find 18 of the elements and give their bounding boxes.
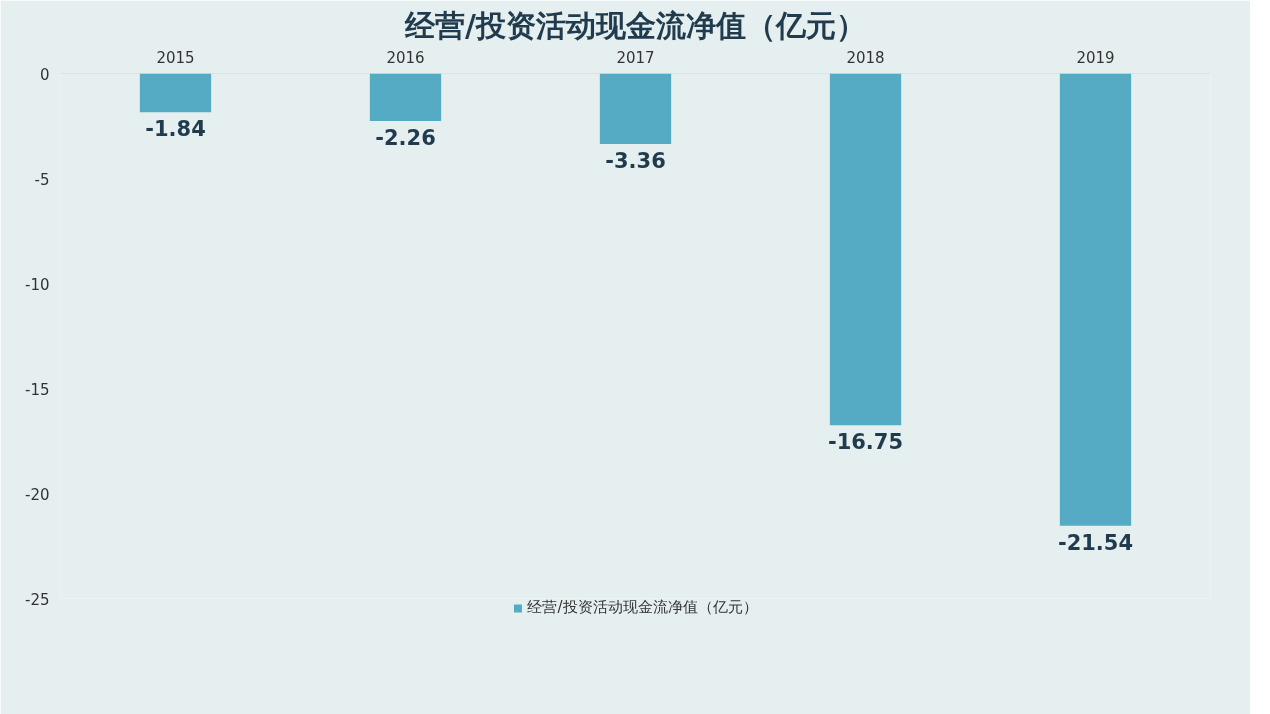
y-tick-label: -25 <box>25 590 50 609</box>
x-tick-label: 2016 <box>386 48 425 67</box>
y-tick-label: -20 <box>25 485 50 504</box>
legend-label: 经营/投资活动现金流净值（亿元） <box>527 598 758 617</box>
data-label: -3.36 <box>605 149 666 174</box>
chart-title: 经营/投资活动现金流净值（亿元） <box>404 7 866 43</box>
data-label: -21.54 <box>1057 530 1134 555</box>
x-tick-label: 2017 <box>616 48 655 67</box>
y-tick-label: -10 <box>25 275 50 294</box>
x-tick-label: 2019 <box>1076 48 1115 67</box>
x-tick-label: 2018 <box>846 48 885 67</box>
data-label: -2.26 <box>375 125 436 150</box>
y-tick-label: -5 <box>34 170 50 189</box>
y-tick-label: -15 <box>25 380 50 399</box>
y-tick-label: 0 <box>39 65 50 84</box>
x-tick-label: 2015 <box>156 48 195 67</box>
data-label: -1.84 <box>145 117 206 142</box>
data-label: -16.75 <box>827 430 904 455</box>
